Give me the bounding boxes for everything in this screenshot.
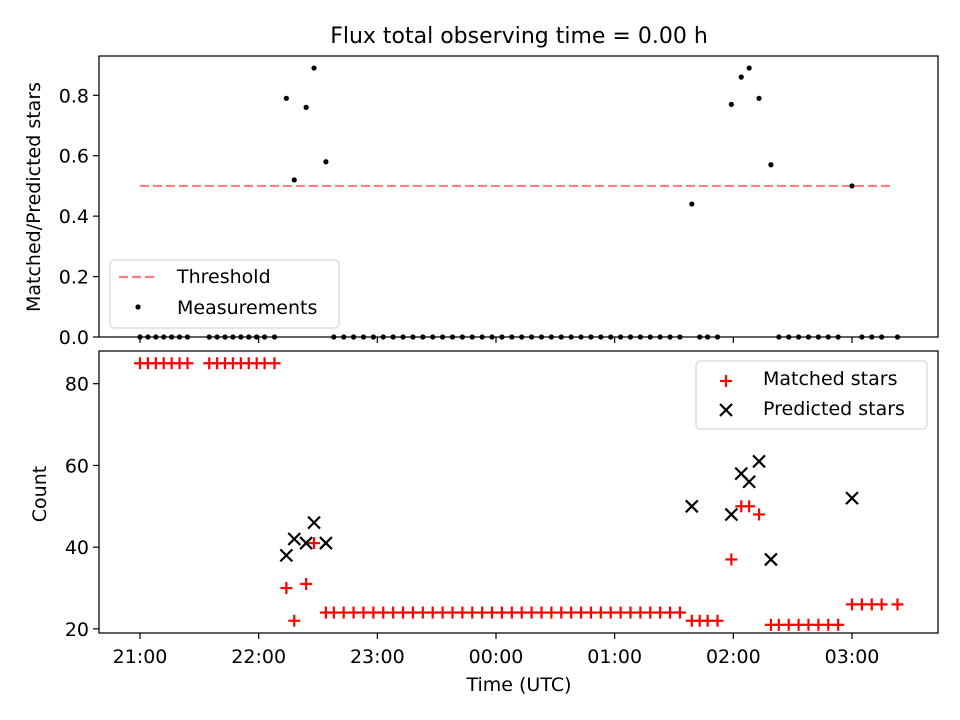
top-y-tick-label: 0.6 [59,146,89,168]
top-x-ticks [139,337,853,343]
chart-title: Flux total observing time = 0.00 h [330,24,708,49]
matched-star-point [743,500,756,513]
bottom-legend-box [695,360,928,430]
matched-star-point [753,508,766,521]
measurement-point [291,177,297,183]
bottom-axes-frame [98,350,939,634]
measurement-point [849,183,855,189]
predicted-star-point [287,532,302,546]
x-stroke-b [319,536,333,550]
bottom-y-tick-label: 60 [65,455,89,477]
bottom-y-tick-label: 80 [65,374,89,396]
matched-star-point [725,553,738,566]
bottom-legend: Matched stars Predicted stars [695,360,928,430]
x-tick-label: 22:00 [231,646,286,668]
measurement-point [283,95,289,101]
predicted-star-point [764,552,778,567]
legend-predicted-marker [719,403,733,417]
predicted-star-point [752,454,766,469]
measurement-point [746,65,752,71]
top-panel: 0.00.20.40.60.8 Matched/Predicted stars … [23,55,939,349]
x-stroke-b [742,475,756,489]
legend-matched-label: Matched stars [763,368,897,390]
matched-star-point [875,598,888,611]
x-stroke-b [279,548,294,563]
x-stroke-b [287,532,302,546]
predicted-star-point [279,548,294,563]
top-y-axis: 0.0 0.2 0.4 0.6 0.8 [59,85,99,349]
predicted-star-point [845,491,859,505]
x-tick-label: 02:00 [706,646,761,668]
top-y-tick-label: 0.8 [59,85,89,107]
predicted-star-point [299,536,313,550]
matched-star-point [673,606,686,619]
x-axis-label: Time (UTC) [465,674,571,696]
matched-star-point [711,614,724,627]
bottom-x-axis: 21:00 22:00 23:00 00:00 01:00 02:00 03:00 [113,633,880,668]
x-stroke-b [752,454,766,469]
measurement-point [311,65,317,71]
bottom-series-layer [134,357,904,631]
x-tick-label: 21:00 [113,646,168,668]
bottom-y-tick-label: 20 [65,619,89,641]
top-y-axis-label: Matched/Predicted stars [23,82,45,312]
x-tick-label: 00:00 [469,646,524,668]
top-y-tick-label: 0.0 [59,327,89,349]
x-tick-label: 01:00 [587,646,642,668]
matched-star-point [288,614,301,627]
matched-star-point [181,357,194,370]
x-stroke-b [764,552,778,567]
matched-star-point [300,577,313,590]
top-legend-box [109,259,340,329]
bottom-y-axis-label: Count [29,466,51,522]
predicted-star-point [319,536,333,550]
matched-star-point [280,582,293,595]
bottom-panel: 20 40 60 80 21:00 22:00 23:00 00:00 01:00 02:00 0… [29,350,939,696]
x-stroke-b [724,507,739,522]
predicted-star-point [724,507,739,522]
measurement-point [303,104,309,110]
measurement-point [738,74,744,80]
measurement-point [323,159,329,165]
matched-star-point [268,357,281,370]
predicted-star-point [307,515,321,530]
top-legend: Threshold Measurements [109,259,340,329]
measurement-point [728,101,734,107]
x-stroke-b [307,515,321,530]
top-y-tick-label: 0.4 [59,206,89,228]
x-tick-label: 03:00 [825,646,880,668]
legend-measurements-marker [135,304,141,310]
predicted-star-point [685,499,699,514]
x-stroke-b [685,499,699,514]
x-stroke-b [845,491,859,505]
measurement-point [689,201,695,207]
legend-predicted-label: Predicted stars [763,398,905,420]
matched-star-point [891,598,904,611]
predicted-star-point [742,475,756,489]
legend-matched-marker [720,375,732,387]
x-stroke-b [734,466,749,481]
matched-star-point [832,618,845,631]
top-y-tick-label: 0.2 [59,267,89,289]
top-axes-frame [98,55,939,338]
x-stroke-b [299,536,313,550]
bottom-y-axis: 20 40 60 80 [65,374,99,641]
measurement-point [756,95,762,101]
legend-threshold-label: Threshold [176,266,271,288]
matched-star-point [308,537,321,550]
x-tick-label: 23:00 [350,646,405,668]
measurement-point [768,162,774,168]
bottom-y-tick-label: 40 [65,537,89,559]
legend-measurements-label: Measurements [177,297,317,319]
